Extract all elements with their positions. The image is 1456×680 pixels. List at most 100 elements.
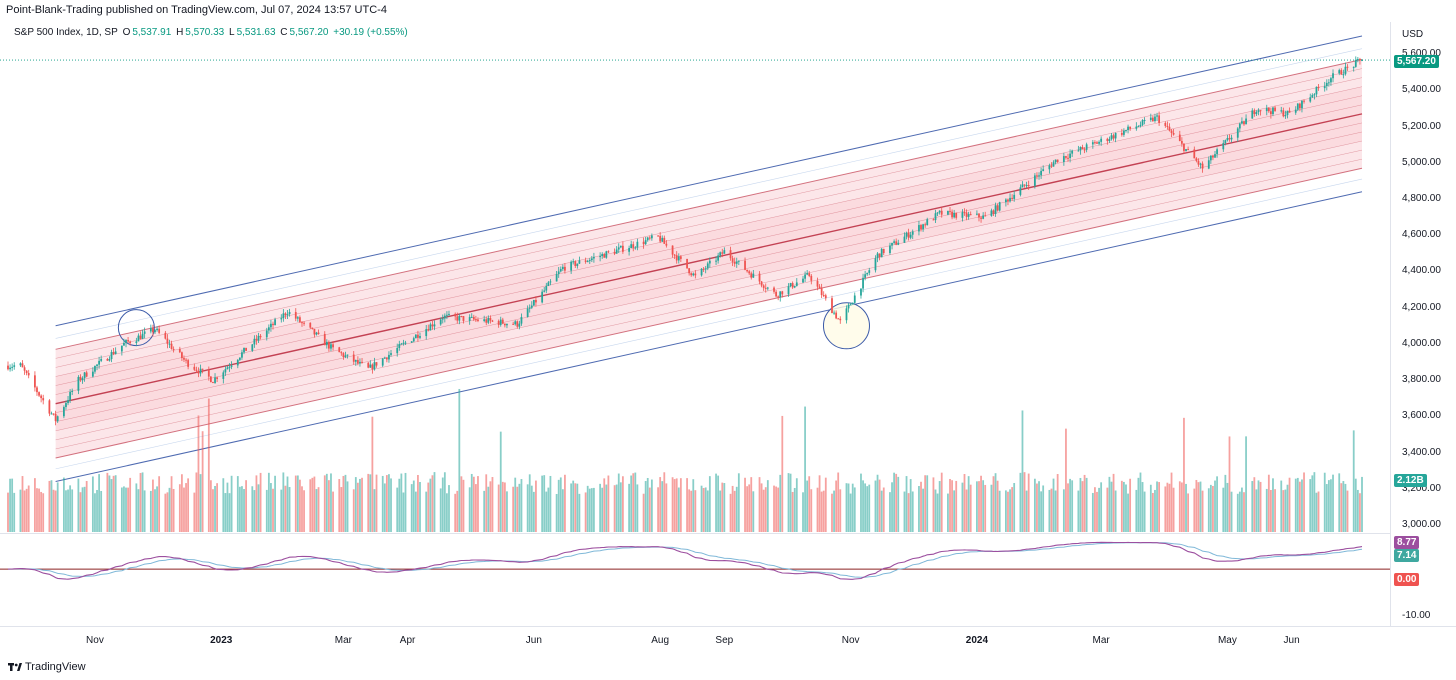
volume-bar <box>164 493 167 532</box>
volume-bar <box>1216 476 1218 532</box>
volume-bar <box>731 485 734 532</box>
volume-bar <box>853 487 856 532</box>
candle-body <box>1236 128 1239 138</box>
volume-bar <box>1025 490 1028 532</box>
candle-body <box>383 357 386 359</box>
volume-bar <box>673 479 676 532</box>
volume-bar <box>259 472 262 532</box>
candle-body <box>599 256 602 258</box>
volume-bar <box>311 477 314 532</box>
volume-bar <box>860 473 862 532</box>
candle-body <box>1005 199 1007 203</box>
volume-bar <box>998 490 1001 532</box>
volume-bar <box>543 475 546 532</box>
candle-body <box>1143 119 1146 121</box>
candle-body <box>178 348 181 353</box>
volume-bar <box>1079 477 1082 532</box>
volume-bar <box>1036 483 1038 532</box>
candle-body <box>895 241 898 245</box>
candle-body <box>282 313 285 319</box>
volume-bar <box>296 475 299 532</box>
candle-body <box>764 287 767 289</box>
volume-bar <box>185 483 187 532</box>
candle-body <box>1021 184 1024 188</box>
volume-bar <box>272 488 274 532</box>
candle-body <box>340 352 343 354</box>
volume-bar <box>911 491 914 532</box>
candle-body <box>1141 120 1144 125</box>
volume-bar <box>129 477 132 532</box>
volume-bar <box>1152 492 1154 532</box>
volume-bar <box>141 472 144 532</box>
candle-body <box>657 235 659 237</box>
candle-body <box>820 288 823 296</box>
candle-body <box>1344 66 1347 75</box>
volume-bar <box>1212 485 1214 532</box>
candle-body <box>212 382 214 384</box>
price-tick: 5,200.00 <box>1402 120 1441 132</box>
volume-bar <box>874 480 877 532</box>
candle-body <box>325 341 328 346</box>
candle-body <box>715 260 717 262</box>
volume-bar <box>897 476 900 532</box>
volume-bar <box>137 489 140 532</box>
candle-body <box>588 260 591 262</box>
price-tick: 4,200.00 <box>1402 301 1441 313</box>
volume-bar <box>431 475 434 532</box>
candle-body <box>561 266 564 270</box>
volume-bar <box>497 484 500 532</box>
candle-body <box>143 331 146 334</box>
candle-body <box>83 372 86 379</box>
volume-bars <box>7 388 1363 532</box>
candle-body <box>1224 140 1227 144</box>
volume-bar <box>238 486 241 532</box>
volume-bar <box>127 487 129 532</box>
macd-oscillator <box>0 541 1390 580</box>
tradingview-footer[interactable]: TradingView <box>8 661 86 673</box>
candle-body <box>555 274 558 282</box>
volume-bar <box>1185 483 1187 532</box>
volume-bar <box>383 483 386 532</box>
volume-bar <box>601 487 604 532</box>
volume-bar <box>288 487 291 532</box>
pane-divider[interactable] <box>0 533 1390 534</box>
candle-body <box>1127 126 1129 131</box>
symbol-name[interactable]: S&P 500 Index, 1D, SP <box>14 27 118 38</box>
volume-bar <box>367 473 370 532</box>
volume-bar <box>760 483 763 532</box>
candle-body <box>201 368 204 370</box>
volume-bar <box>545 491 548 532</box>
volume-bar <box>793 487 796 532</box>
candle-body <box>253 338 256 345</box>
currency-label[interactable]: USD <box>1402 29 1424 40</box>
volume-bar <box>410 484 413 532</box>
volume-bar <box>1238 491 1241 532</box>
candle-body <box>940 210 943 215</box>
channel-band-line <box>55 59 1363 350</box>
volume-bar <box>1332 474 1334 532</box>
volume-bar <box>1114 490 1117 532</box>
candle-body <box>893 241 895 243</box>
candle-body <box>541 291 544 303</box>
candle-body <box>417 334 419 338</box>
candle-body <box>371 364 374 370</box>
volume-bar <box>831 493 833 532</box>
volume-bar <box>1091 492 1094 532</box>
candle-body <box>1338 70 1341 74</box>
candle-body <box>586 261 589 263</box>
candle-body <box>1079 147 1082 151</box>
candle-body <box>245 347 247 351</box>
volume-bar <box>557 479 560 532</box>
candle-body <box>729 250 732 259</box>
volume-bar <box>572 480 575 532</box>
volume-bar <box>893 472 895 532</box>
candle-body <box>766 287 769 289</box>
volume-bar <box>354 477 357 532</box>
volume-bar <box>156 486 158 532</box>
candle-body <box>984 215 987 217</box>
volume-bar <box>135 483 138 532</box>
candle-body <box>1253 110 1256 115</box>
candle-body <box>932 219 935 221</box>
volume-bar <box>110 479 113 532</box>
